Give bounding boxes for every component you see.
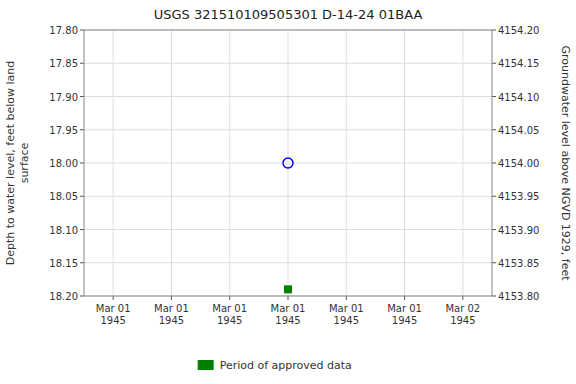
tick-label: Mar 011945 xyxy=(271,303,306,326)
tick xyxy=(492,196,496,197)
tick-label: 17.80 xyxy=(49,25,78,36)
legend-swatch xyxy=(198,360,214,370)
tick-label: 18.15 xyxy=(49,258,78,269)
tick xyxy=(346,296,347,300)
tick xyxy=(492,163,496,164)
grid xyxy=(84,30,492,296)
plot-frame xyxy=(84,30,492,296)
tick xyxy=(80,262,84,263)
tick-label: Mar 011945 xyxy=(154,303,189,326)
text-line: 1945 xyxy=(334,315,359,326)
text-line: 1945 xyxy=(100,315,125,326)
text-line: Mar 01 xyxy=(271,303,306,314)
text-line: 1945 xyxy=(217,315,242,326)
tick-label: 4154.20 xyxy=(498,25,539,36)
tick-label: 4154.00 xyxy=(498,158,539,169)
grid-line xyxy=(288,30,289,296)
tick xyxy=(80,196,84,197)
grid-line xyxy=(462,30,463,296)
text-line: Mar 01 xyxy=(154,303,189,314)
tick-label: Mar 011945 xyxy=(387,303,422,326)
axis-label-group: Depth to water level, feet below landsur… xyxy=(4,61,31,266)
tick-label: 4154.15 xyxy=(498,58,539,69)
tick xyxy=(492,296,496,297)
tick xyxy=(288,296,289,300)
tick-label: Mar 011945 xyxy=(329,303,364,326)
tick xyxy=(80,296,84,297)
tick-label: 18.10 xyxy=(49,225,78,236)
tick xyxy=(80,129,84,130)
tick xyxy=(492,63,496,64)
text-line: Mar 01 xyxy=(96,303,131,314)
axes: 17.80 17.85 17.90 17.95 18.00 18.05 18.10 18.15… xyxy=(49,25,539,326)
tick-label: 17.95 xyxy=(49,125,78,136)
tick xyxy=(80,30,84,31)
axis-label: Groundwater level above NGVD 1929, feet xyxy=(559,45,572,281)
tick xyxy=(492,229,496,230)
tick xyxy=(492,96,496,97)
tick-label: Mar 011945 xyxy=(212,303,247,326)
tick xyxy=(80,229,84,230)
tick-label: Mar 011945 xyxy=(96,303,131,326)
text-line: 1945 xyxy=(392,315,417,326)
tick xyxy=(80,63,84,64)
tick xyxy=(80,96,84,97)
legend: Period of approved data xyxy=(198,359,352,372)
tick xyxy=(492,30,496,31)
tick xyxy=(229,296,230,300)
tick-label: 4153.95 xyxy=(498,191,539,202)
text-line: surface xyxy=(18,142,31,183)
tick xyxy=(113,296,114,300)
grid-line xyxy=(113,30,114,296)
text-line: 1945 xyxy=(159,315,184,326)
text-line: Mar 02 xyxy=(445,303,480,314)
grid-line xyxy=(404,30,405,296)
text-line: Mar 01 xyxy=(212,303,247,314)
tick xyxy=(171,296,172,300)
tick xyxy=(404,296,405,300)
point xyxy=(283,158,293,168)
title: USGS 321510109505301 D-14-24 01BAA xyxy=(154,7,423,22)
text-line: Depth to water level, feet below land xyxy=(4,61,17,266)
tick-label: 4153.90 xyxy=(498,225,539,236)
text-line: 1945 xyxy=(275,315,300,326)
marks xyxy=(283,158,293,293)
grid-line xyxy=(171,30,172,296)
text-line: 1945 xyxy=(450,315,475,326)
legend-label: Period of approved data xyxy=(220,359,352,372)
tick-label: 18.00 xyxy=(49,158,78,169)
tick-label: 4153.85 xyxy=(498,258,539,269)
tick-label: 4154.10 xyxy=(498,92,539,103)
tick xyxy=(492,262,496,263)
axis-label-group: Groundwater level above NGVD 1929, feet xyxy=(559,45,572,281)
tick-label: 4154.05 xyxy=(498,125,539,136)
tick-label: Mar 021945 xyxy=(445,303,480,326)
tick-label: 17.85 xyxy=(49,58,78,69)
tick xyxy=(462,296,463,300)
tick xyxy=(492,129,496,130)
grid-line xyxy=(229,30,230,296)
tick-label: 18.05 xyxy=(49,191,78,202)
text-line: Mar 01 xyxy=(387,303,422,314)
axis-label: Depth to water level, feet below landsur… xyxy=(4,61,31,266)
grid-line xyxy=(346,30,347,296)
tick-label: 17.90 xyxy=(49,92,78,103)
text-line: Mar 01 xyxy=(329,303,364,314)
tick-label: 18.20 xyxy=(49,291,78,302)
point xyxy=(285,286,292,293)
tick-label: 4153.80 xyxy=(498,291,539,302)
tick xyxy=(80,163,84,164)
chart: 17.80 17.85 17.90 17.95 18.00 18.05 18.10 18.15… xyxy=(0,0,576,384)
